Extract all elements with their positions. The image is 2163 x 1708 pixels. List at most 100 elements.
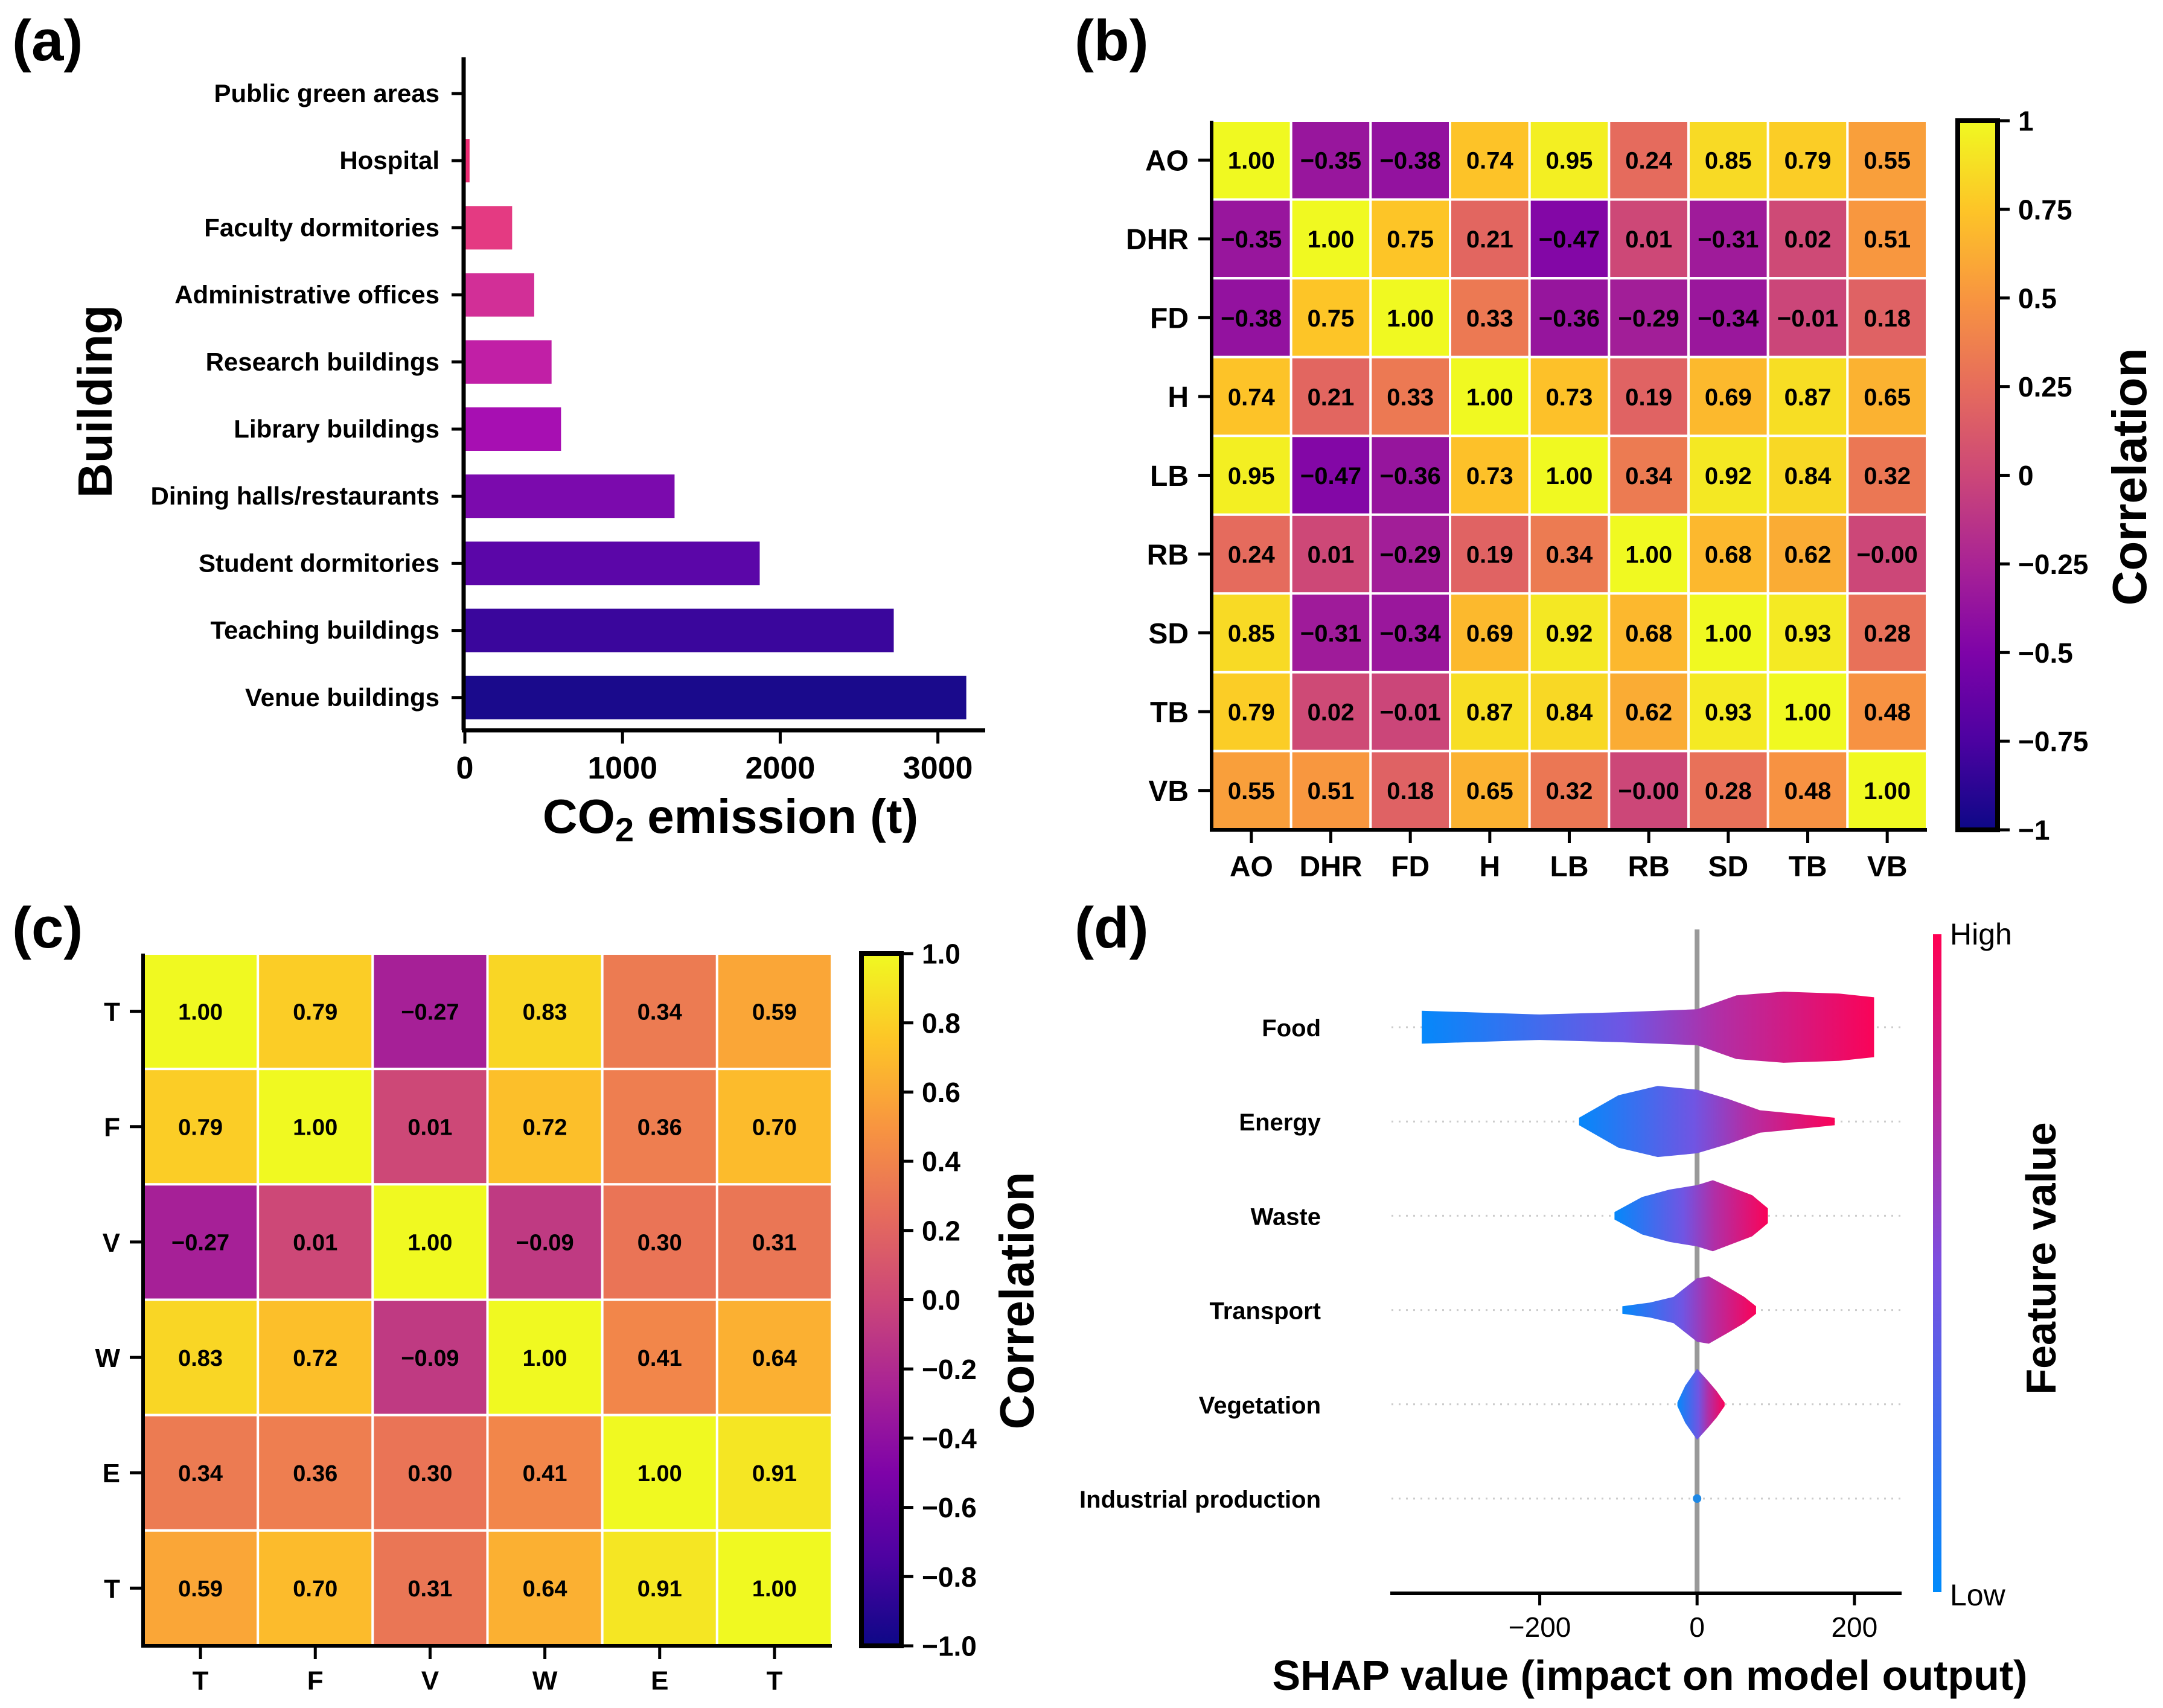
c-row-label: F [104,1113,120,1142]
b-cell-value: 0.19 [1466,541,1513,568]
b-cell-value: 0.34 [1546,541,1594,568]
d-x-tick-label: −200 [1509,1611,1571,1643]
b-cell-value: −0.38 [1380,148,1441,174]
c-col-label: V [421,1666,439,1696]
c-cell-value: 0.31 [407,1576,452,1602]
c-row-label: T [104,1574,120,1604]
c-cell-value: 0.91 [637,1576,682,1602]
b-cell [1846,435,1928,516]
c-cell-value: 0.83 [523,999,567,1025]
d-feature-label: Transport [1210,1298,1321,1325]
b-cell-value: 0.28 [1705,778,1752,805]
b-cell-value: 0.79 [1228,699,1275,726]
b-cell-value: 0.84 [1546,699,1594,726]
c-cell [371,952,489,1071]
b-cell [1608,513,1690,595]
b-col-label: RB [1628,851,1670,883]
c-col-label: T [193,1666,209,1696]
b-cell-value: 0.33 [1466,305,1513,332]
panel-b-heatmap: (b) 1.00 −0.35 −0.38 0.74 0.95 0.24 0.85 0.79 0.… [1075,8,2156,883]
b-row-label: FD [1150,303,1189,335]
c-cell-value: −0.27 [171,1231,229,1256]
c-cell [601,1529,718,1647]
a-bar-library-buildings [465,407,561,451]
a-x-tick-label: 0 [456,751,474,786]
b-cell-value: 0.69 [1705,384,1752,410]
c-cell [601,1183,718,1301]
a-bar-faculty-dormitories [465,206,513,250]
b-cell-value: −0.47 [1539,226,1600,253]
b-cell-value: 0.32 [1864,463,1911,489]
b-cell-value: −0.34 [1698,305,1759,332]
b-cell-value: −0.01 [1777,305,1838,332]
c-cell [257,1529,374,1647]
b-cell-value: 0.02 [1784,226,1832,253]
panel-a-bar-chart: (a) Public green areas Hospital Faculty do… [12,8,985,849]
b-cb-tick-label: 0.75 [2018,194,2072,225]
c-cell [601,952,718,1071]
a-bar-dining-halls-restaurants [465,474,675,518]
c-cell-value: 1.00 [293,1115,337,1140]
d-feature-label: Food [1262,1015,1321,1042]
b-cell-value: 0.68 [1625,620,1672,647]
b-cell-value: 0.18 [1387,778,1434,805]
c-cell-value: 0.30 [407,1461,452,1487]
a-bar-venue-buildings [465,675,966,719]
a-category-label: Hospital [339,146,439,174]
b-cell [1528,277,1611,358]
d-x-tick-label: 0 [1689,1611,1705,1643]
b-cell-value: 1.00 [1228,148,1275,174]
c-row-label: V [103,1228,121,1258]
b-row-label: VB [1148,776,1189,808]
b-cell-value: 0.74 [1466,148,1514,174]
b-cell-value: 0.34 [1625,463,1673,489]
c-cell-value: 0.64 [523,1576,567,1602]
b-cell-value: −0.34 [1380,620,1442,647]
b-cell-value: −0.29 [1618,305,1679,332]
b-cb-tick-label: 1 [2018,106,2034,137]
b-cell [1608,277,1690,358]
b-cell-value: 1.00 [1625,541,1672,568]
c-cell-value: −0.09 [516,1231,574,1256]
b-cell-value: 0.68 [1705,541,1752,568]
d-violin-waste [1614,1180,1768,1252]
c-cell [601,1298,718,1416]
b-cell-value: 0.18 [1864,305,1911,332]
d-x-axis-label: SHAP value (impact on model output) [1272,1652,2027,1699]
b-cell-value: 0.02 [1308,699,1355,726]
b-cell [1687,277,1769,358]
b-cell [1846,671,1928,753]
b-cell [1528,119,1611,201]
b-cell [1369,277,1451,358]
a-x-tick-label: 1000 [587,751,657,786]
c-cell-value: 1.00 [407,1231,452,1256]
panel-c-heatmap: (c) 1.00 0.79 −0.27 0.83 0.34 0.59 0.79 1.00 0.0… [12,896,1044,1696]
b-row-label: SD [1148,618,1189,650]
a-bar-administrative-offices [465,273,534,317]
b-cell [1766,592,1849,674]
b-cell-value: 0.65 [1864,384,1911,410]
b-cell [1528,435,1611,516]
d-colorbar-low: Low [1950,1578,2006,1612]
c-colorbar-label: Correlation [990,1172,1044,1430]
d-colorbar [1933,934,1941,1592]
d-violin-food [1422,992,1874,1063]
c-col-label: E [651,1666,668,1696]
panel-b-label: (b) [1075,8,1149,73]
c-cell-value: 0.59 [178,1576,223,1602]
b-cell [1846,277,1928,358]
b-cell [1449,513,1531,595]
b-cell [1210,435,1292,516]
d-violin-transport [1622,1276,1756,1344]
b-cell-value: 1.00 [1546,463,1593,489]
b-row-label: AO [1145,145,1189,177]
c-cell [257,1298,374,1416]
b-cell [1687,435,1769,516]
b-cell-value: −0.31 [1300,620,1361,647]
d-violin-vegetation [1677,1368,1725,1440]
b-cell-value: 0.87 [1466,699,1513,726]
c-cell-value: 0.01 [293,1231,337,1256]
c-cell-value: 0.34 [637,999,682,1025]
b-cell [1846,592,1928,674]
